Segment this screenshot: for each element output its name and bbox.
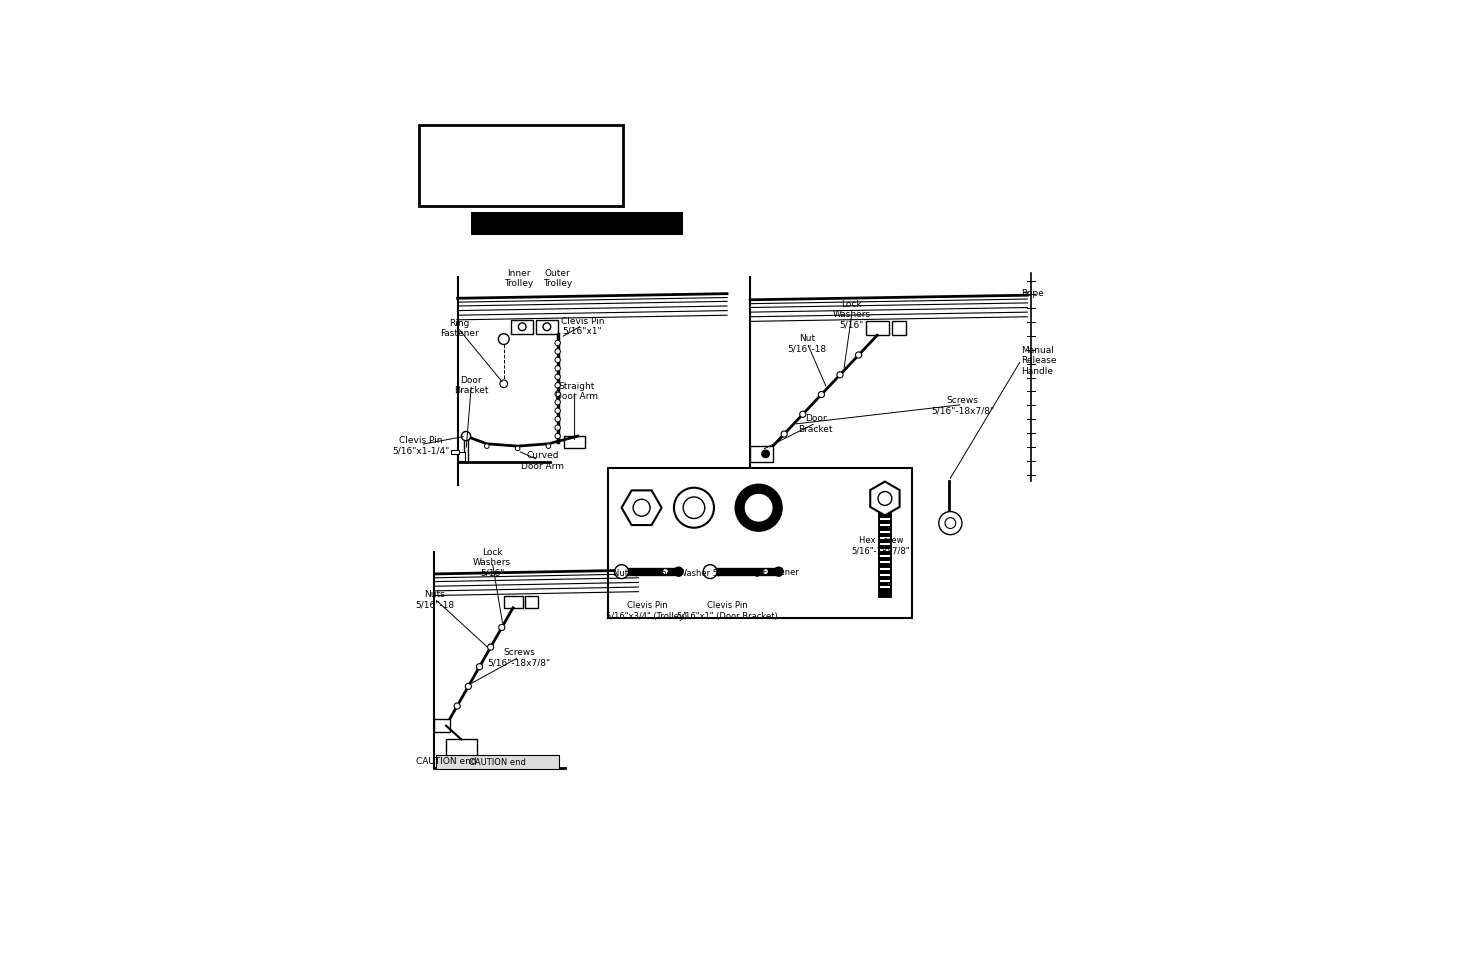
Bar xyxy=(472,213,683,236)
Bar xyxy=(463,439,469,462)
Text: Clevis Pin
5/16"x1-1/4": Clevis Pin 5/16"x1-1/4" xyxy=(392,436,450,455)
Circle shape xyxy=(938,512,962,535)
Circle shape xyxy=(500,380,507,388)
Circle shape xyxy=(555,375,560,380)
Circle shape xyxy=(488,644,494,651)
Circle shape xyxy=(555,409,560,414)
Bar xyxy=(751,447,773,462)
Circle shape xyxy=(743,494,773,523)
Circle shape xyxy=(704,565,717,579)
Text: Curved
Door Arm: Curved Door Arm xyxy=(521,451,563,470)
Bar xyxy=(512,320,532,335)
Text: Screws
5/16"-18x7/8": Screws 5/16"-18x7/8" xyxy=(488,648,550,667)
Circle shape xyxy=(855,353,861,358)
Text: Manual
Release
Handle: Manual Release Handle xyxy=(1021,346,1056,375)
Text: Clevis Pin
5/16"x1" (Door Bracket): Clevis Pin 5/16"x1" (Door Bracket) xyxy=(677,600,777,620)
Text: Straight
Door Arm: Straight Door Arm xyxy=(556,381,599,401)
Circle shape xyxy=(499,335,509,345)
Bar xyxy=(419,126,622,207)
Circle shape xyxy=(518,324,527,332)
Bar xyxy=(445,740,476,759)
Text: Nut
5/16"-18: Nut 5/16"-18 xyxy=(788,334,826,354)
Circle shape xyxy=(555,400,560,405)
Bar xyxy=(437,755,559,769)
Circle shape xyxy=(515,447,519,452)
Circle shape xyxy=(633,499,650,517)
Text: Clevis Pin
5/16"x3/4" (Trolley): Clevis Pin 5/16"x3/4" (Trolley) xyxy=(606,600,687,620)
Bar xyxy=(608,468,912,618)
Circle shape xyxy=(782,432,788,437)
Circle shape xyxy=(674,488,714,528)
Text: Door
Bracket: Door Bracket xyxy=(798,414,833,434)
Text: Outer
Trolley: Outer Trolley xyxy=(543,269,572,288)
Bar xyxy=(892,322,906,335)
Circle shape xyxy=(546,444,550,449)
Text: CAUTION end: CAUTION end xyxy=(469,758,527,766)
Bar xyxy=(504,596,524,608)
Circle shape xyxy=(476,664,482,670)
Text: Ring
Fastener: Ring Fastener xyxy=(440,318,478,338)
Circle shape xyxy=(454,703,460,709)
Text: Rope: Rope xyxy=(1021,289,1044,297)
Text: Lock
Washers
5/16": Lock Washers 5/16" xyxy=(833,299,870,329)
Circle shape xyxy=(763,569,768,575)
Text: Clevis Pin
5/16"x1": Clevis Pin 5/16"x1" xyxy=(560,316,605,335)
Circle shape xyxy=(555,350,560,355)
Circle shape xyxy=(761,451,770,458)
Text: Door
Bracket: Door Bracket xyxy=(454,375,488,395)
Circle shape xyxy=(674,567,683,577)
Circle shape xyxy=(543,324,550,332)
Circle shape xyxy=(878,492,892,506)
Text: Hex Screw
5/16"-18x7/8": Hex Screw 5/16"-18x7/8" xyxy=(853,536,910,555)
Circle shape xyxy=(736,485,782,531)
Text: Lock
Washers
5/16": Lock Washers 5/16" xyxy=(473,547,512,577)
Circle shape xyxy=(555,383,560,389)
Text: Ring Fastener: Ring Fastener xyxy=(742,568,799,577)
Circle shape xyxy=(555,392,560,397)
Bar xyxy=(563,436,586,449)
Circle shape xyxy=(555,417,560,422)
Text: Screws
5/16"-18x7/8": Screws 5/16"-18x7/8" xyxy=(931,395,994,415)
Circle shape xyxy=(774,567,783,577)
Circle shape xyxy=(462,432,471,441)
Circle shape xyxy=(555,366,560,372)
Circle shape xyxy=(836,373,844,378)
Text: CAUTION end: CAUTION end xyxy=(416,756,476,765)
Bar xyxy=(866,322,889,335)
Circle shape xyxy=(465,683,472,690)
Circle shape xyxy=(555,434,560,439)
Bar xyxy=(535,320,558,335)
Bar xyxy=(457,452,465,461)
Circle shape xyxy=(555,357,560,363)
Bar xyxy=(525,596,538,608)
Circle shape xyxy=(555,341,560,346)
Circle shape xyxy=(683,497,705,519)
Text: Nut 5/16-18: Nut 5/16-18 xyxy=(612,568,662,577)
Text: Inner
Trolley: Inner Trolley xyxy=(504,269,534,288)
Circle shape xyxy=(799,412,805,418)
Text: Lock Washer 5/16": Lock Washer 5/16" xyxy=(658,568,736,577)
Text: Nuts
5/16"-18: Nuts 5/16"-18 xyxy=(414,589,454,609)
Bar xyxy=(451,451,459,455)
Circle shape xyxy=(945,518,956,529)
Circle shape xyxy=(484,444,490,449)
Circle shape xyxy=(615,565,628,579)
Circle shape xyxy=(662,569,668,575)
Circle shape xyxy=(555,425,560,431)
Bar xyxy=(435,720,450,732)
Circle shape xyxy=(499,625,504,631)
Circle shape xyxy=(819,392,825,398)
